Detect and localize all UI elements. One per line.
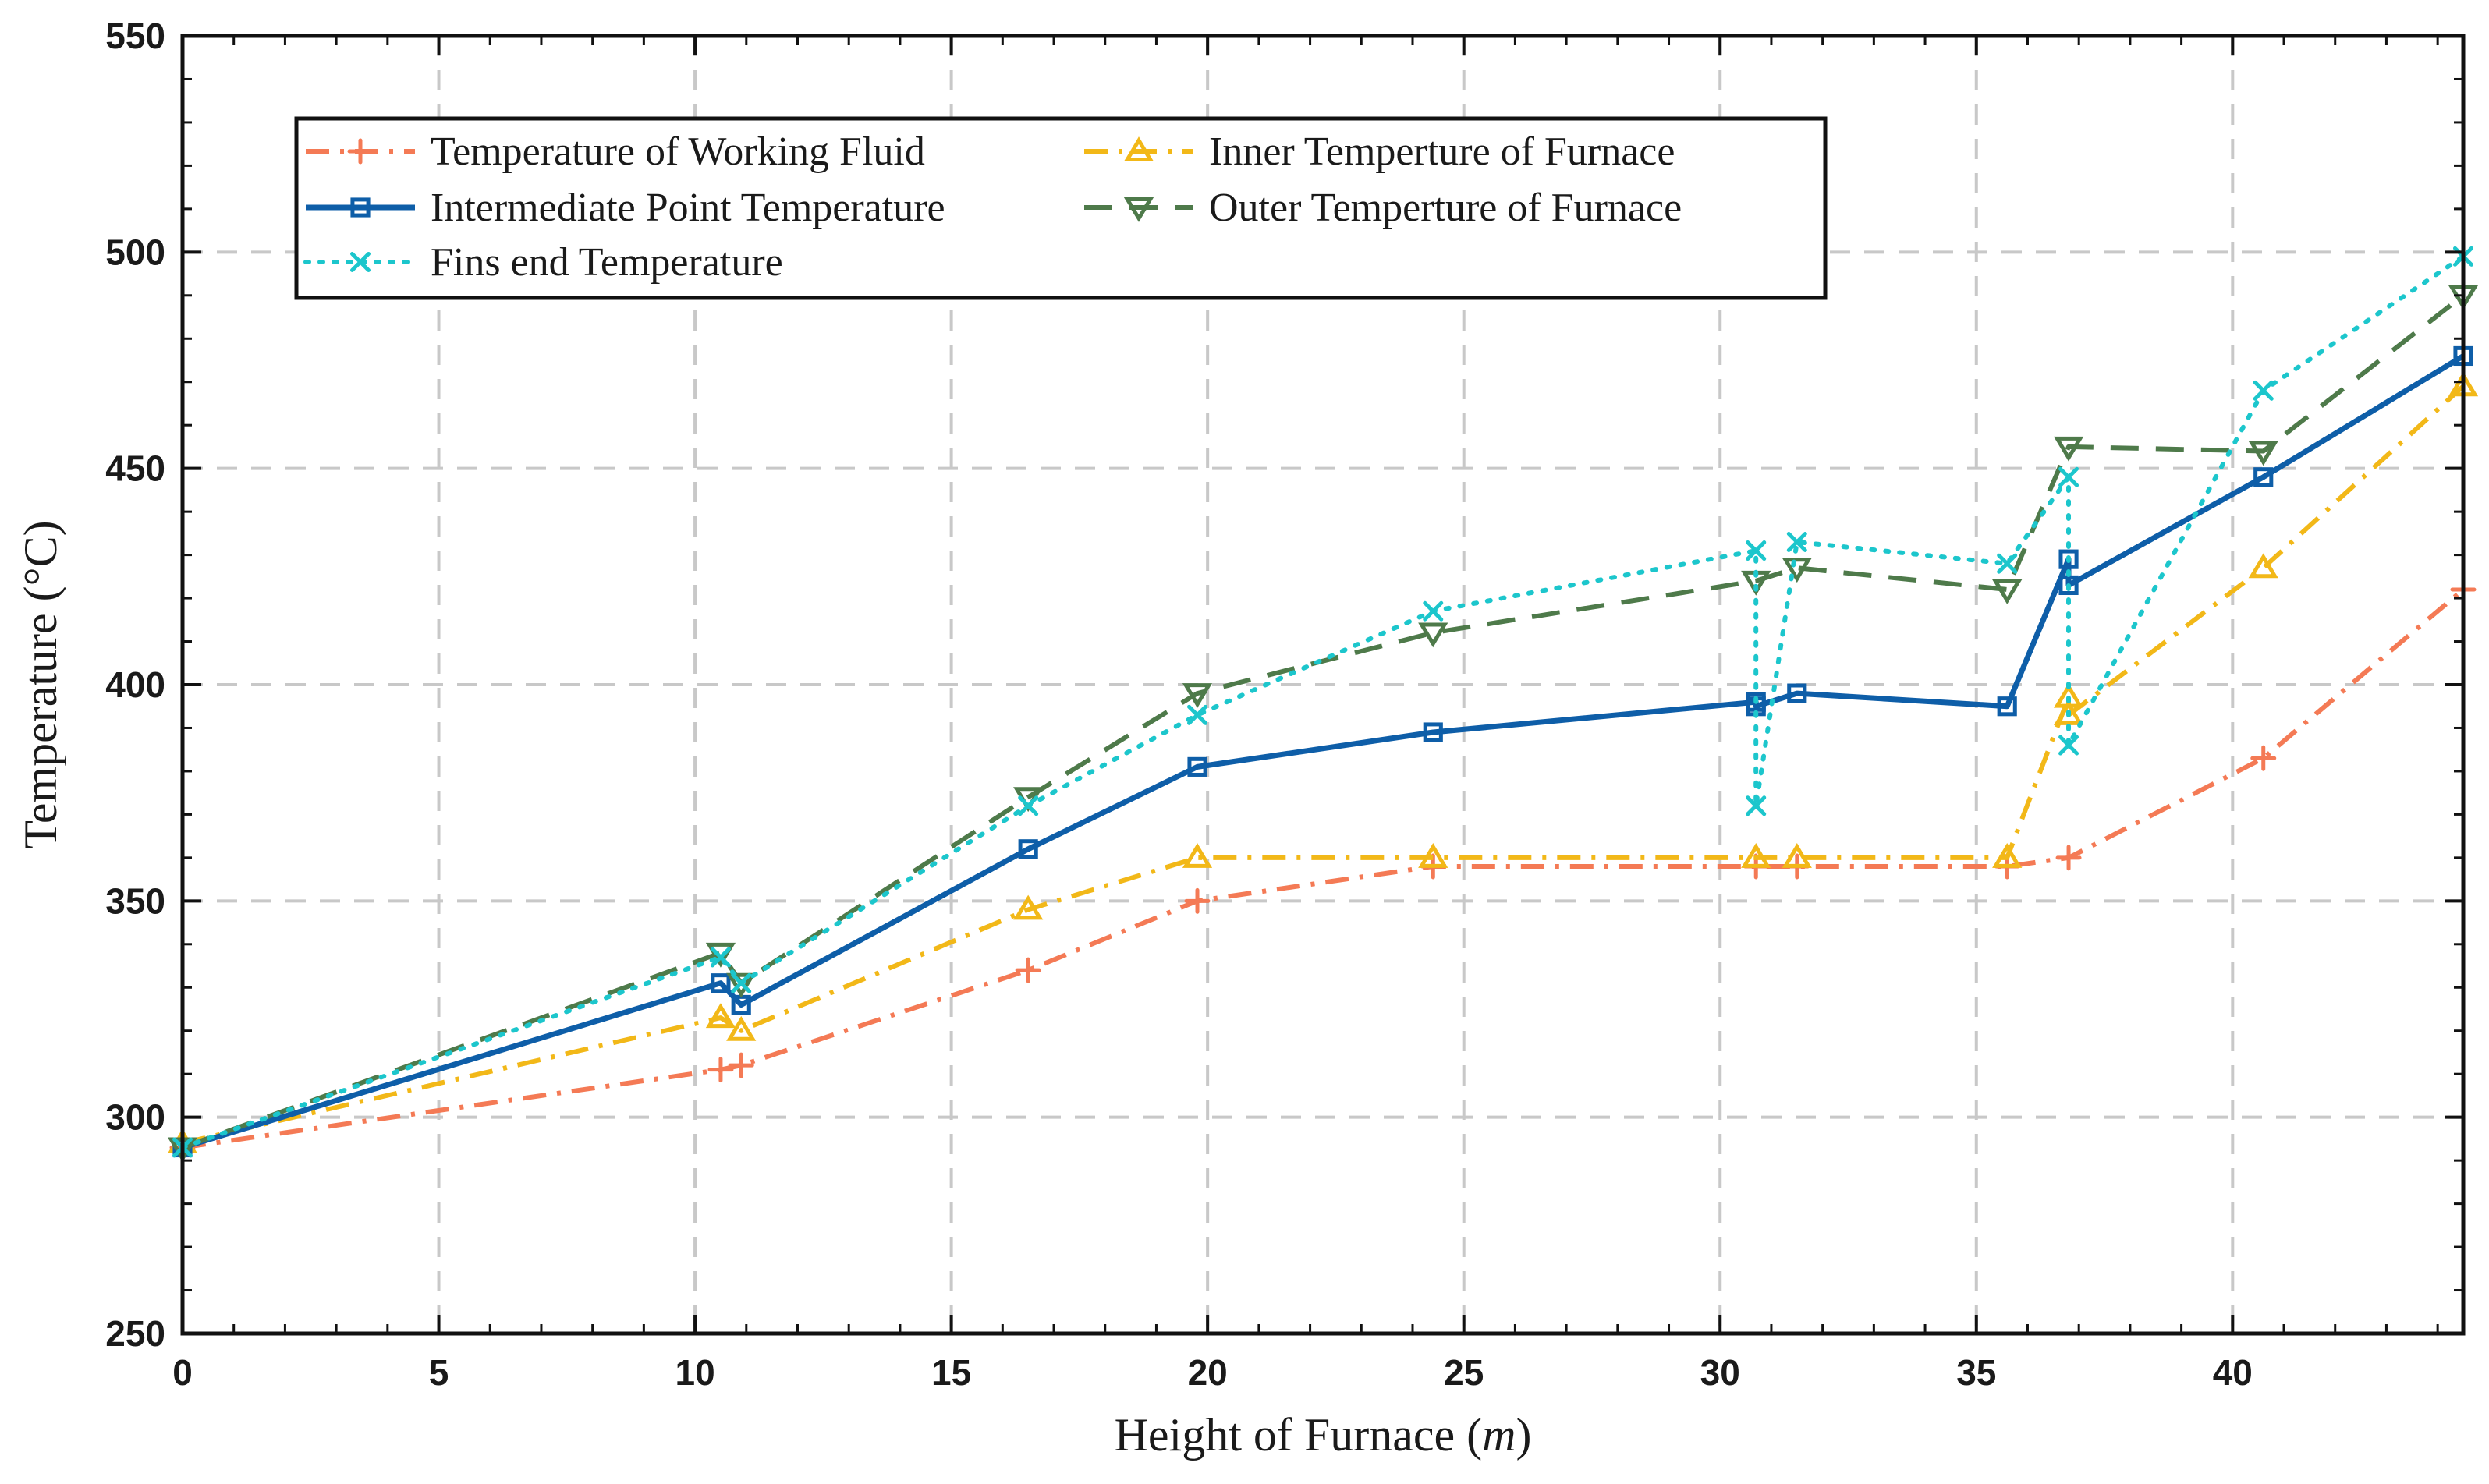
series-fins-end-temperature	[172, 246, 2473, 1158]
legend-label: Inner Temperture of Furnace	[1209, 129, 1675, 174]
data-point-marker	[2058, 466, 2079, 487]
data-point-marker	[1782, 558, 1812, 583]
data-point-marker	[705, 1003, 736, 1029]
series-line	[180, 253, 2466, 1150]
legend-entry: Intermediate Point Temperature	[306, 186, 945, 230]
tick-labels: 0 5 10 15 20 25 30 35 40 250 300 350 400 450 500 550	[105, 16, 2253, 1393]
data-point-marker	[728, 1052, 754, 1078]
x-tick-label: 40	[2213, 1352, 2253, 1393]
y-tick-label: 300	[105, 1097, 165, 1138]
x-tick-label: 20	[1188, 1352, 1228, 1393]
x-tick-label: 5	[429, 1352, 449, 1393]
data-point-marker	[2058, 735, 2079, 756]
data-point-marker	[1746, 540, 1767, 561]
data-point-marker	[1787, 683, 1807, 703]
y-tick-label: 350	[105, 880, 165, 921]
data-point-marker	[710, 947, 731, 968]
legend-marker	[1123, 136, 1154, 161]
data-point-marker	[2253, 380, 2274, 401]
x-tick-label: 0	[172, 1352, 193, 1393]
legend-box	[294, 116, 1828, 300]
data-point-marker	[2058, 575, 2079, 596]
data-point-marker	[2053, 699, 2084, 725]
y-tick-label: 250	[105, 1313, 165, 1354]
data-point-marker	[1997, 696, 2017, 717]
legend-marker	[1123, 197, 1154, 222]
data-point-marker	[711, 973, 731, 993]
data-point-marker	[1182, 683, 1213, 708]
data-point-marker	[1786, 531, 1807, 552]
data-point-marker	[1997, 553, 2018, 574]
data-point-marker	[1418, 843, 1448, 868]
x-tick-label: 35	[1956, 1352, 1996, 1393]
y-tick-label: 450	[105, 448, 165, 489]
data-point-marker	[1013, 894, 1044, 920]
data-point-marker	[1746, 795, 1767, 816]
data-point-marker	[2055, 845, 2082, 871]
legend-entry: Fins end Temperature	[303, 240, 783, 285]
data-point-marker	[1187, 704, 1208, 725]
y-tick-label: 400	[105, 664, 165, 705]
data-point-marker	[1418, 622, 1448, 648]
legend-marker	[347, 138, 374, 165]
ticks	[181, 34, 2463, 1335]
grid	[183, 36, 2463, 1333]
legend-label: Outer Temperture of Furnace	[1209, 186, 1682, 230]
data-point-marker	[1992, 579, 2023, 604]
x-tick-label: 15	[931, 1352, 971, 1393]
data-point-marker	[1782, 843, 1812, 868]
data-point-marker	[1182, 843, 1213, 868]
legend-label: Temperature of Working Fluid	[431, 129, 925, 174]
data-point-marker	[1741, 843, 1771, 868]
data-point-marker	[2253, 467, 2274, 487]
series-line	[181, 353, 2465, 1150]
data-point-marker	[705, 942, 736, 968]
data-point-marker	[1018, 795, 1039, 816]
legend-entry: Outer Temperture of Furnace	[1084, 186, 1682, 230]
data-point-marker	[2248, 441, 2278, 466]
x-axis-title: Height of Furnace (m)	[1115, 1409, 1532, 1461]
data-point-marker	[1015, 957, 1041, 983]
data-point-marker	[707, 1057, 734, 1083]
legend-entry: Inner Temperture of Furnace	[1084, 129, 1675, 174]
data-point-marker	[731, 972, 752, 993]
data-point-marker	[2053, 436, 2084, 462]
data-point-marker	[1423, 722, 1443, 742]
x-tick-label: 25	[1444, 1352, 1484, 1393]
legend-marker	[350, 252, 371, 272]
data-point-marker	[2250, 745, 2277, 771]
legend-label: Intermediate Point Temperature	[431, 186, 945, 230]
legend-label: Fins end Temperature	[431, 240, 783, 285]
x-tick-label: 10	[675, 1352, 714, 1393]
legend: Temperature of Working Fluid Inner Temper…	[294, 116, 1828, 300]
data-point-marker	[2248, 553, 2278, 579]
legend-marker	[350, 197, 371, 218]
series-line	[182, 384, 2466, 1146]
data-point-marker	[1187, 756, 1207, 777]
data-point-marker	[1184, 887, 1211, 914]
data-point-marker	[1423, 600, 1444, 622]
data-point-marker	[726, 972, 757, 998]
data-point-marker	[1992, 843, 2023, 868]
y-tick-label: 550	[105, 16, 165, 56]
x-tick-label: 30	[1700, 1352, 1740, 1393]
y-axis-title: Temperature (°C)	[15, 520, 66, 848]
series-inner-temperture-of-furnace	[167, 371, 2479, 1153]
series-layer	[167, 246, 2479, 1163]
legend-entry: Temperature of Working Fluid	[306, 129, 925, 174]
data-point-marker	[2058, 549, 2079, 569]
y-tick-label: 500	[105, 232, 165, 272]
data-point-marker	[1018, 839, 1038, 859]
data-point-marker	[726, 1015, 757, 1041]
